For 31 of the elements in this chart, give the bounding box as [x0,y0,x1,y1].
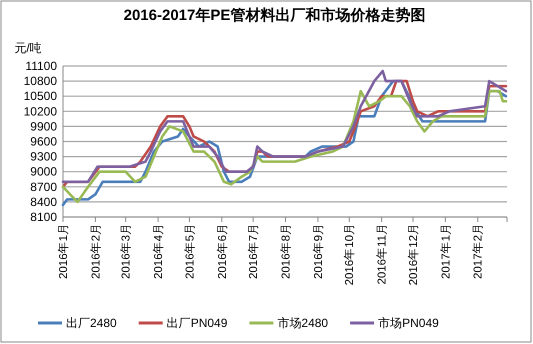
x-tick-label: 2016年9月 [312,223,325,279]
legend-label: 出厂2480 [66,316,118,330]
y-tick-label: 10800 [24,74,58,88]
x-tick-label: 2016年5月 [183,223,196,279]
y-tick-label: 8700 [30,180,58,194]
legend-label: 出厂PN049 [166,316,228,330]
x-tick-label: 2016年4月 [152,223,166,279]
x-tick-label: 2017年1月 [439,223,452,279]
y-tick-label: 8100 [30,210,58,224]
y-tick-label: 9300 [30,150,58,164]
y-tick-label: 11100 [25,59,58,73]
chart-title: 2016-2017年PE管材料出厂和市场价格走势图 [124,6,426,24]
y-tick-label: 9000 [30,164,58,179]
x-tick-label: 2016年3月 [120,223,133,279]
x-tick-label: 2016年6月 [216,223,229,279]
y-axis-title: 元/吨 [14,41,42,55]
y-tick-label: 10200 [24,104,58,118]
legend-label: 市场2480 [277,316,328,330]
y-tick-label: 9900 [30,119,58,134]
x-tick-label: 2016年10月 [343,223,356,286]
x-tick-label: 2016年7月 [247,223,260,279]
x-tick-label: 2016年1月 [57,223,70,279]
y-tick-label: 9600 [30,134,58,148]
y-tick-label: 10500 [24,89,58,104]
legend-label: 市场PN049 [378,316,440,330]
x-tick-label: 2016年2月 [89,223,102,279]
x-tick-label: 2016年12月 [406,223,420,286]
x-tick-label: 2016年11月 [376,223,389,285]
x-tick-label: 2016年8月 [280,223,293,279]
y-tick-label: 8400 [30,194,58,209]
x-tick-label: 2017年2月 [472,223,485,279]
